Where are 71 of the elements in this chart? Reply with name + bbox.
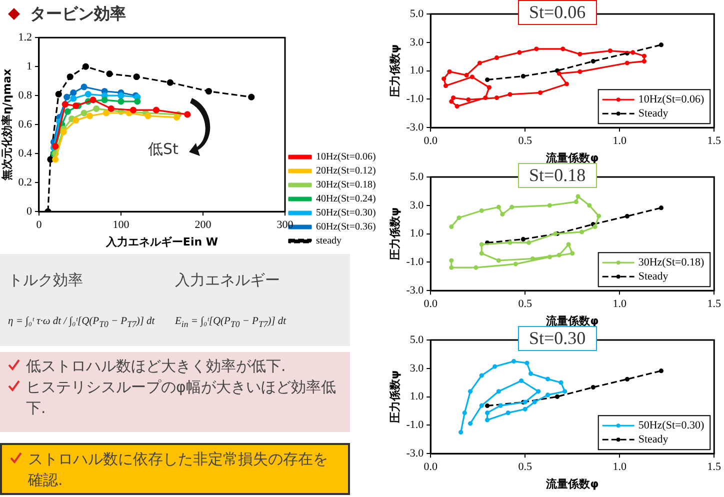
text: 入力エネルギー	[175, 270, 281, 290]
y-axis-title: 圧力係数ψ	[388, 370, 402, 424]
x-tick-label: 0	[36, 219, 42, 232]
y-tick-label: 0.8	[18, 89, 32, 102]
y-axis-title: 圧力係数ψ	[388, 207, 402, 262]
x-tick-label: 0.0	[424, 298, 438, 310]
chart-title: St=0.06	[518, 0, 597, 25]
legend-label: 30Hz(St=0.18)	[638, 256, 704, 268]
x-tick-label: 1.5	[707, 135, 722, 148]
text: トルク効率	[8, 270, 84, 290]
x-tick-label: 200	[194, 219, 212, 232]
text: η = ∫₀ᵗ τ·ω dt / ∫₀ᵗ[Q(P$_{T0}$ − P$_{T7}$)] dt	[8, 316, 156, 330]
text: ヒステリシスループのφ幅が大きいほど効率低下.	[26, 377, 337, 419]
y-tick-label: 1	[26, 60, 32, 72]
y-tick-label: 5.0	[410, 170, 424, 183]
legend-label: 10Hz(St=0.06)	[638, 93, 704, 106]
y-tick-label: -3.0	[406, 447, 424, 460]
x-tick-label: 1.0	[612, 461, 627, 474]
x-tick-label: 0.0	[424, 461, 438, 474]
x-tick-label: 1.0	[612, 135, 627, 148]
y-axis-title: 無次元化効率η/ηmax	[0, 68, 14, 182]
y-axis-title: 圧力係数ψ	[388, 44, 402, 98]
y-tick-label: -3.0	[406, 284, 424, 296]
x-tick-label: 0.5	[518, 135, 532, 148]
x-tick-label: 0.5	[518, 461, 532, 474]
x-axis-title: 流量係数φ	[545, 314, 599, 328]
legend-label: 50Hz(St=0.30)	[638, 419, 704, 432]
chart-title: St=0.18	[518, 163, 597, 188]
legend-label: 10Hz(St=0.06)	[316, 152, 376, 163]
y-tick-label: -1.0	[406, 419, 424, 432]
y-tick-label: 3.0	[410, 36, 424, 48]
x-tick-label: 0.5	[518, 298, 532, 310]
text: ストロハル数に依存した非定常損失の存在を確認.	[28, 449, 329, 491]
y-tick-label: 0.2	[18, 176, 32, 188]
chart-title: St=0.30	[518, 326, 597, 351]
x-tick-label: 1.0	[612, 298, 627, 310]
legend-label: 30Hz(St=0.18)	[316, 180, 376, 191]
chart-title: タービン効率	[29, 2, 127, 24]
y-tick-label: 3.0	[410, 199, 424, 212]
y-tick-label: -3.0	[406, 121, 424, 134]
legend-label: Steady	[638, 433, 669, 446]
y-tick-label: 1.0	[410, 64, 424, 77]
x-axis-title: 流量係数φ	[545, 477, 599, 490]
y-tick-label: 1.0	[410, 390, 424, 403]
x-tick-label: 0.0	[424, 135, 438, 148]
y-tick-label: 5.0	[410, 334, 424, 346]
y-tick-label: 3.0	[410, 362, 424, 374]
legend-label: 50Hz(St=0.30)	[316, 208, 376, 219]
text: 低ストロハル数ほど大きく効率が低下.	[26, 356, 286, 377]
legend-label: 60Hz(St=0.36)	[316, 222, 376, 233]
x-axis-title: 入力エネルギーEin W	[104, 235, 218, 248]
y-tick-label: 5.0	[410, 8, 424, 20]
legend-label: Steady	[638, 270, 669, 282]
x-tick-label: 1.5	[707, 298, 722, 310]
annotation: 低St	[148, 140, 178, 159]
legend-label: steady	[316, 236, 342, 247]
legend-label: 20Hz(St=0.12)	[316, 166, 376, 177]
y-tick-label: -1.0	[406, 256, 424, 268]
y-tick-label: 1.0	[410, 228, 424, 240]
legend-label: Steady	[638, 107, 669, 120]
x-tick-label: 100	[112, 219, 130, 232]
y-tick-label: 0.4	[18, 147, 32, 160]
y-tick-label: 1.2	[18, 31, 32, 44]
legend-label: 40Hz(St=0.24)	[316, 194, 376, 205]
y-tick-label: 0	[26, 205, 32, 218]
x-tick-label: 300	[276, 219, 294, 232]
y-tick-label: 0.6	[18, 118, 32, 130]
y-tick-label: -1.0	[406, 93, 424, 106]
text: E$_{in}$ = ∫₀ᵗ[Q(P$_{T0}$ − P$_{T7}$)] dt	[175, 316, 288, 330]
x-axis-title: 流量係数φ	[545, 151, 599, 164]
x-tick-label: 1.5	[707, 461, 722, 474]
